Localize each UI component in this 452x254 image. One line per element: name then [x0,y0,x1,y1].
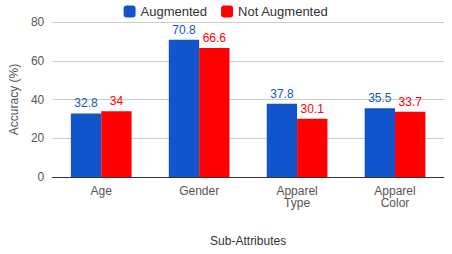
svg-text:32.8: 32.8 [74,96,98,110]
svg-text:Accuracy (%): Accuracy (%) [7,64,21,135]
svg-text:70.8: 70.8 [172,23,196,37]
svg-text:Augmented: Augmented [141,4,208,19]
svg-text:Apparel: Apparel [276,184,318,198]
svg-text:Age: Age [91,184,113,198]
svg-text:60: 60 [31,54,45,68]
svg-text:Apparel: Apparel [374,184,416,198]
svg-text:Sub-Attributes: Sub-Attributes [210,234,286,248]
svg-text:Gender: Gender [179,184,219,198]
svg-text:Type: Type [284,196,310,210]
svg-text:37.8: 37.8 [270,87,294,101]
svg-text:Not Augmented: Not Augmented [238,4,328,19]
svg-text:0: 0 [38,170,45,184]
svg-text:33.7: 33.7 [399,95,423,109]
svg-text:30.1: 30.1 [301,102,325,116]
svg-text:66.6: 66.6 [203,31,227,45]
svg-text:35.5: 35.5 [368,91,392,105]
svg-text:Color: Color [381,196,410,210]
svg-text:80: 80 [31,15,45,29]
svg-text:40: 40 [31,93,45,107]
svg-text:34: 34 [110,94,124,108]
svg-text:20: 20 [31,131,45,145]
